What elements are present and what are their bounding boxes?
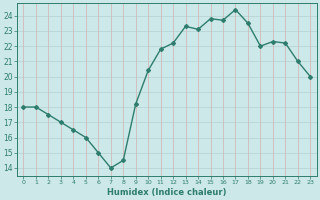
X-axis label: Humidex (Indice chaleur): Humidex (Indice chaleur) [107,188,227,197]
